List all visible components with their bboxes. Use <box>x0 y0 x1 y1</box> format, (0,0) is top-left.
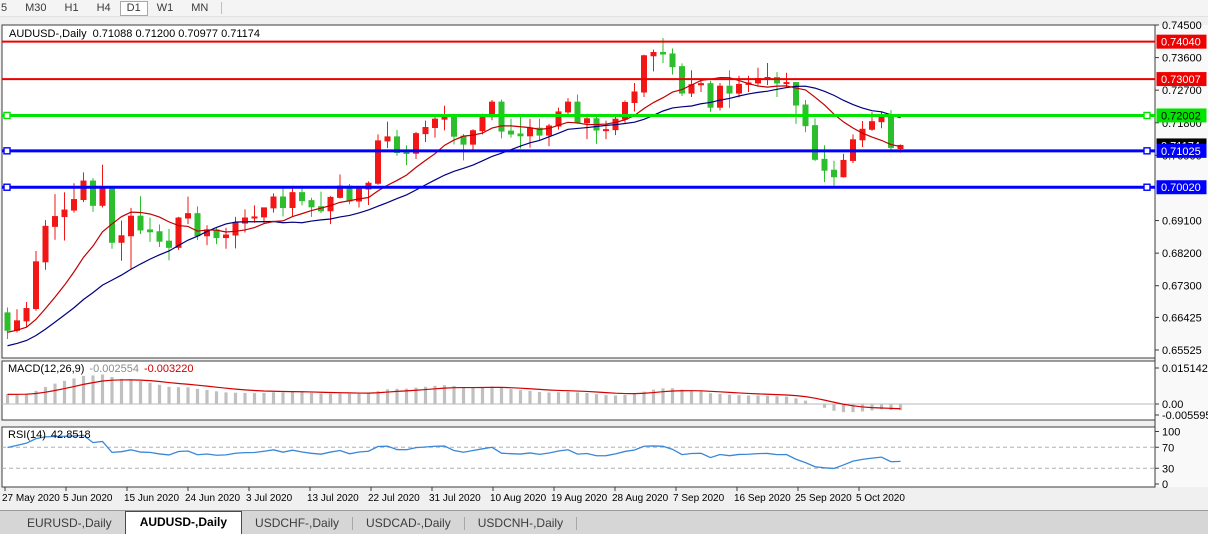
chart-ohlc-values: 0.71088 0.71200 0.70977 0.71174 <box>92 28 261 40</box>
hline-handle[interactable] <box>3 183 11 191</box>
svg-text:0: 0 <box>1162 479 1168 491</box>
macd-main-value: -0.002554 <box>89 363 139 375</box>
rsi-value: 42.8518 <box>50 429 91 441</box>
svg-text:28 Aug 2020: 28 Aug 2020 <box>612 493 669 504</box>
hline-0.70020[interactable] <box>2 183 1155 191</box>
rsi-indicator-label: RSI(14) 42.8518 <box>8 429 91 441</box>
svg-text:0.70020: 0.70020 <box>1161 182 1201 194</box>
svg-text:30: 30 <box>1162 463 1174 475</box>
hline-handle[interactable] <box>3 111 11 120</box>
svg-text:0.71025: 0.71025 <box>1161 146 1201 158</box>
hline-handle[interactable] <box>1143 111 1151 120</box>
svg-text:0.72700: 0.72700 <box>1162 85 1202 97</box>
svg-text:0.00: 0.00 <box>1162 399 1183 411</box>
hline-handle[interactable] <box>1143 147 1151 155</box>
svg-text:24 Jun 2020: 24 Jun 2020 <box>185 493 240 504</box>
timeframe-button-w1[interactable]: W1 <box>156 2 174 14</box>
svg-text:100: 100 <box>1162 427 1180 439</box>
symbol-tabbar: EURUSD-,Daily AUDUSD-,Daily USDCHF-,Daily U… <box>0 510 1208 534</box>
ma-slow-line <box>7 85 901 347</box>
svg-text:19 Aug 2020: 19 Aug 2020 <box>551 493 608 504</box>
rsi-name: RSI(14) <box>8 429 46 441</box>
svg-text:0.74500: 0.74500 <box>1162 20 1202 32</box>
timeframe-toolbar: 5 M30 H1 H4 D1 W1 MN <box>0 0 1208 17</box>
tab-separator <box>463 517 465 530</box>
price-badge-0.74040: 0.74040 <box>1156 34 1207 49</box>
price-axis: 0.745000.736000.727000.718000.709000.691… <box>1155 20 1208 491</box>
macd-indicator-label: MACD(12,26,9) -0.002554 -0.003220 <box>8 363 194 375</box>
rsi-panel[interactable] <box>1 426 1156 488</box>
price-badge-0.73007: 0.73007 <box>1156 72 1207 87</box>
svg-text:5 Jun 2020: 5 Jun 2020 <box>63 493 113 504</box>
tab-separator <box>576 517 578 530</box>
hline-0.71025[interactable] <box>2 147 1155 155</box>
svg-text:25 Sep 2020: 25 Sep 2020 <box>795 493 852 504</box>
svg-text:-0.005595: -0.005595 <box>1162 410 1208 422</box>
svg-text:16 Sep 2020: 16 Sep 2020 <box>734 493 791 504</box>
svg-text:70: 70 <box>1162 442 1174 454</box>
svg-text:13 Jul 2020: 13 Jul 2020 <box>307 493 359 504</box>
hline-0.72002[interactable] <box>2 111 1155 120</box>
svg-text:7 Sep 2020: 7 Sep 2020 <box>673 493 725 504</box>
chart-title: AUDUSD-,Daily 0.71088 0.71200 0.70977 0.7… <box>9 28 260 40</box>
ma-fast-line <box>7 76 901 333</box>
svg-text:0.73007: 0.73007 <box>1161 74 1201 86</box>
svg-text:0.69100: 0.69100 <box>1162 216 1202 228</box>
axis-column <box>1155 25 1208 487</box>
symbol-tab-usdchf[interactable]: USDCHF-,Daily <box>255 516 340 530</box>
main-panel[interactable] <box>1 24 1156 359</box>
svg-text:0.66425: 0.66425 <box>1162 312 1202 324</box>
svg-text:0.73600: 0.73600 <box>1162 53 1202 65</box>
svg-text:0.74040: 0.74040 <box>1161 37 1201 49</box>
timeframe-button-d1[interactable]: D1 <box>119 0 148 16</box>
toolbar-separator <box>221 2 223 14</box>
svg-text:0.015142: 0.015142 <box>1162 363 1208 375</box>
symbol-tab-usdcad[interactable]: USDCAD-,Daily <box>366 516 451 530</box>
svg-text:31 Jul 2020: 31 Jul 2020 <box>429 493 481 504</box>
timeframe-button-h1[interactable]: H1 <box>64 2 79 14</box>
svg-text:0.68200: 0.68200 <box>1162 248 1202 260</box>
timeframe-button-mn[interactable]: MN <box>191 2 209 14</box>
svg-text:0.65525: 0.65525 <box>1162 345 1202 357</box>
symbol-tab-eurusd[interactable]: EURUSD-,Daily <box>27 516 112 530</box>
symbol-tab-usdcnh[interactable]: USDCNH-,Daily <box>477 516 564 530</box>
symbol-tab-audusd[interactable]: AUDUSD-,Daily <box>124 511 243 534</box>
svg-text:15 Jun 2020: 15 Jun 2020 <box>124 493 179 504</box>
svg-text:0.67300: 0.67300 <box>1162 281 1202 293</box>
timeframe-button-h4[interactable]: H4 <box>96 2 111 14</box>
hline-handle[interactable] <box>3 147 11 155</box>
price-badge-0.72002: 0.72002 <box>1156 108 1207 123</box>
timeframe-button-5[interactable]: 5 <box>1 2 8 14</box>
time-axis: 27 May 2020 5 Jun 2020 15 Jun 2020 24 Jun 2… <box>2 487 905 504</box>
rsi-line <box>7 434 901 470</box>
svg-text:0.72002: 0.72002 <box>1161 110 1201 122</box>
svg-text:3 Jul 2020: 3 Jul 2020 <box>246 493 293 504</box>
price-badge-0.70020: 0.70020 <box>1156 180 1207 195</box>
svg-text:10 Aug 2020: 10 Aug 2020 <box>490 493 547 504</box>
macd-signal-line <box>7 379 901 410</box>
macd-name: MACD(12,26,9) <box>8 363 85 375</box>
macd-histogram <box>5 374 903 413</box>
tab-separator <box>352 517 354 530</box>
hline-handle[interactable] <box>1143 183 1151 191</box>
svg-text:27 May 2020: 27 May 2020 <box>2 493 60 504</box>
svg-text:22 Jul 2020: 22 Jul 2020 <box>368 493 420 504</box>
timeframe-button-m30[interactable]: M30 <box>25 2 47 14</box>
chart-symbol-label: AUDUSD-,Daily <box>9 28 87 40</box>
svg-text:5 Oct 2020: 5 Oct 2020 <box>856 493 905 504</box>
price-badge-0.71025: 0.71025 <box>1156 143 1207 158</box>
macd-signal-value: -0.003220 <box>143 363 194 375</box>
